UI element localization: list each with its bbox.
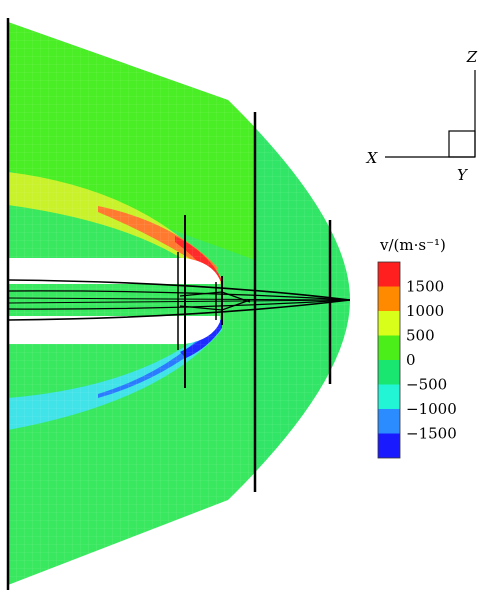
streamline-2 [7, 299, 351, 321]
structure-lines [6, 18, 351, 590]
streamline-1 [7, 279, 351, 301]
legend-swatch [378, 409, 400, 434]
legend-tick-label: −1000 [406, 400, 457, 418]
legend-swatch [378, 262, 400, 287]
legend-tick-label: 1500 [406, 278, 444, 296]
z-axis-label: Z [466, 48, 478, 66]
axis-origin-box [448, 130, 476, 158]
legend-tick-label: −500 [406, 376, 447, 394]
legend-swatch [378, 384, 400, 409]
legend-swatch [378, 360, 400, 385]
legend-labels: 1500 1000 500 0 −500 −1000 −1500 [406, 278, 457, 443]
legend-swatch [378, 311, 400, 336]
legend-title: v/(m·s⁻¹) [379, 236, 446, 254]
streamline-5 [7, 297, 351, 301]
y-axis-label: Y [457, 166, 469, 184]
streamline-7 [179, 291, 251, 303]
axis-triad [385, 70, 476, 158]
legend-tick-label: 500 [406, 327, 435, 345]
streamline-4 [7, 299, 351, 310]
legend-swatch [378, 433, 400, 458]
legend-tick-label: 0 [406, 351, 416, 369]
x-axis-label: X [366, 149, 379, 167]
streamline-6 [7, 299, 351, 304]
streamline-3 [7, 290, 351, 301]
streamline-8 [179, 299, 251, 311]
legend-frame [377, 261, 401, 459]
legend-swatch [378, 335, 400, 360]
legend-swatch [378, 286, 400, 311]
legend-tick-label: −1500 [406, 425, 457, 443]
legend-color-bar [377, 261, 401, 459]
legend-tick-label: 1000 [406, 302, 444, 320]
